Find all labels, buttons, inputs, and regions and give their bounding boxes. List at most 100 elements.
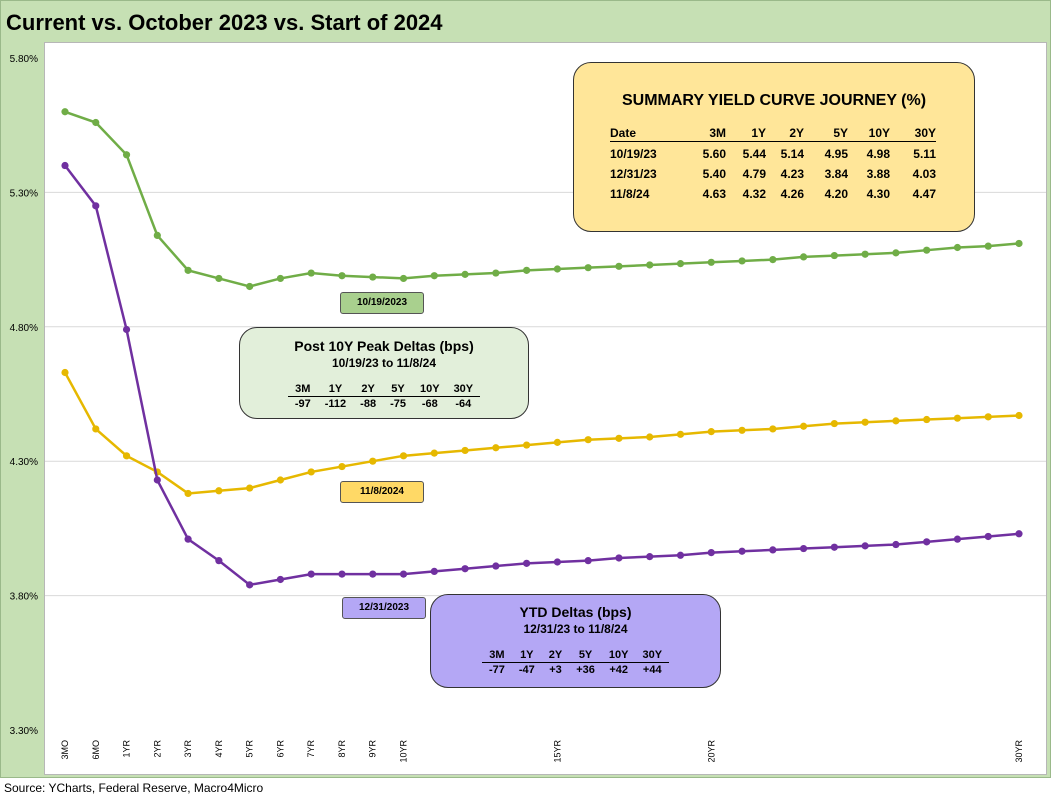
x-tick-label: 2YR [152, 740, 162, 758]
data-point [215, 557, 223, 565]
summary-cell: 5.60 [702, 147, 726, 161]
y-tick-label: 3.80% [10, 592, 38, 603]
data-point [246, 581, 254, 589]
data-point [1015, 411, 1023, 420]
summary-header-cell: 5Y [804, 123, 848, 142]
summary-cell: 5.44 [742, 147, 766, 161]
data-point [399, 452, 408, 460]
data-point [307, 570, 315, 578]
series-label-11-8-2024: 11/8/2024 [340, 481, 424, 503]
summary-header-row: Date 3M 1Y 2Y 5Y 10Y 30Y [610, 123, 936, 142]
delta-header-cell: 2Y [353, 382, 384, 397]
data-point [984, 242, 992, 250]
x-tick-label: 15YR [552, 740, 562, 763]
x-tick-label: 9YR [368, 740, 378, 758]
data-point [707, 258, 715, 266]
data-point [307, 468, 315, 476]
delta-value-cell: +42 [609, 664, 629, 676]
source-note: Source: YCharts, Federal Reserve, Macro4… [4, 781, 264, 795]
summary-header-cell: 2Y [766, 123, 804, 142]
summary-header-cell: 3M [674, 123, 726, 142]
data-point [338, 570, 346, 578]
data-point [584, 436, 592, 444]
delta-value-cell: +44 [642, 664, 662, 676]
data-point [307, 269, 315, 277]
summary-row: 10/19/23 5.60 5.44 5.14 4.95 4.98 5.11 [610, 142, 936, 165]
x-tick-label: 6YR [275, 740, 285, 758]
data-point [769, 546, 777, 554]
ytd-header-row: 3M 1Y 2Y 5Y 10Y 30Y [481, 648, 670, 663]
series-line [63, 371, 1020, 495]
data-point [615, 434, 623, 442]
data-point [553, 438, 561, 446]
data-point [953, 414, 962, 422]
peak-deltas-table: 3M 1Y 2Y 5Y 10Y 30Y -97 -112 -88 -75 -68 -64 [287, 382, 481, 412]
chart-title: Current vs. October 2023 vs. Start of 20… [6, 10, 443, 35]
data-point [523, 441, 531, 449]
data-point [646, 261, 654, 269]
data-point [738, 547, 746, 555]
data-point [369, 570, 377, 578]
data-point [153, 231, 161, 240]
data-point [799, 253, 808, 261]
x-tick-label: 5YR [245, 740, 255, 758]
data-point [830, 419, 838, 428]
post-10y-peak-deltas-box: Post 10Y Peak Deltas (bps) 10/19/23 to 1… [239, 327, 529, 419]
data-point [984, 532, 992, 541]
data-point [92, 425, 100, 433]
summary-cell: 3.88 [866, 167, 890, 181]
x-tick-label: 20YR [706, 740, 716, 763]
data-point [830, 251, 838, 260]
data-point [338, 462, 346, 471]
data-point [461, 565, 469, 573]
ytd-box-subtitle: 12/31/23 to 11/8/24 [523, 622, 628, 636]
summary-cell: 4.79 [742, 167, 766, 181]
summary-header-cell: 30Y [890, 123, 936, 142]
ytd-box-title: YTD Deltas (bps) [519, 604, 632, 620]
data-point [830, 543, 838, 551]
data-point [92, 118, 100, 127]
data-point [584, 557, 592, 565]
series-label-12-31-2023: 12/31/2023 [342, 597, 426, 619]
delta-header-cell: 30Y [446, 382, 481, 397]
delta-header-cell: 3M [287, 382, 318, 397]
ytd-values-row: -77 -47 +3 +36 +42 +44 [482, 663, 669, 678]
data-point [153, 476, 161, 484]
summary-row: 12/31/23 5.40 4.79 4.23 3.84 3.88 4.03 [610, 164, 936, 184]
summary-cell: 4.47 [912, 187, 936, 201]
data-point [676, 551, 685, 559]
summary-header-cell: 1Y [726, 123, 766, 142]
summary-cell: 4.26 [780, 187, 804, 201]
data-point [399, 274, 408, 283]
data-point [492, 444, 500, 452]
summary-table: Date 3M 1Y 2Y 5Y 10Y 30Y 10/19/23 5.60 5.44 5.14 4… [610, 123, 936, 204]
delta-value-cell: -88 [360, 398, 377, 410]
data-point [184, 535, 192, 543]
data-point [1015, 530, 1023, 538]
data-point [122, 325, 131, 334]
x-tick-label: 30YR [1014, 740, 1024, 763]
summary-cell: 4.95 [824, 147, 848, 161]
series-line [64, 164, 1020, 587]
data-point [953, 535, 962, 543]
data-point [492, 269, 500, 277]
x-tick-label: 6MO [91, 740, 101, 760]
delta-header-cell: 5Y [569, 648, 602, 663]
data-point [676, 260, 685, 268]
data-point [430, 567, 438, 576]
delta-header-cell: 3M [481, 648, 512, 663]
peak-box-title: Post 10Y Peak Deltas (bps) [294, 338, 474, 354]
delta-header-cell: 10Y [601, 648, 636, 663]
peak-values-row: -97 -112 -88 -75 -68 -64 [288, 397, 480, 412]
summary-cell: 4.20 [824, 187, 848, 201]
data-point [738, 257, 746, 265]
data-point [676, 430, 685, 438]
summary-cell: 3.84 [824, 167, 848, 181]
data-point [430, 449, 438, 457]
data-point [953, 243, 962, 252]
data-point [892, 249, 900, 257]
data-point [892, 417, 900, 425]
ytd-deltas-table: 3M 1Y 2Y 5Y 10Y 30Y -77 -47 +3 +36 +42 +44 [481, 648, 670, 678]
data-point [615, 262, 623, 270]
data-point [246, 282, 254, 291]
